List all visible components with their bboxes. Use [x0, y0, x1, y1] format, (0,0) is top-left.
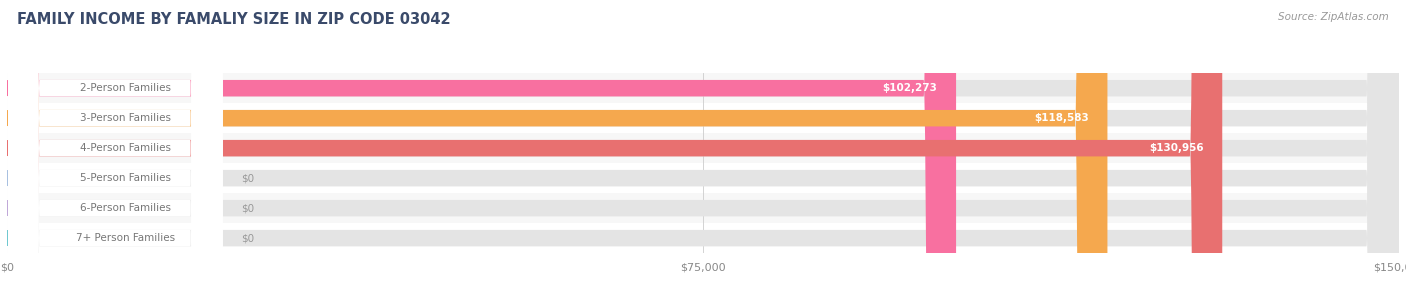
FancyBboxPatch shape — [7, 0, 222, 305]
Text: 7+ Person Families: 7+ Person Families — [76, 233, 176, 243]
Text: $0: $0 — [242, 173, 254, 183]
Bar — [7, 223, 1399, 253]
Bar — [7, 163, 1399, 193]
Text: 6-Person Families: 6-Person Families — [80, 203, 172, 213]
FancyBboxPatch shape — [7, 0, 222, 305]
Text: $130,956: $130,956 — [1149, 143, 1204, 153]
Text: $118,583: $118,583 — [1035, 113, 1088, 123]
Text: $0: $0 — [242, 203, 254, 213]
Text: $102,273: $102,273 — [883, 83, 938, 93]
FancyBboxPatch shape — [7, 0, 1399, 305]
Text: 3-Person Families: 3-Person Families — [80, 113, 172, 123]
Text: 4-Person Families: 4-Person Families — [80, 143, 172, 153]
Bar — [7, 193, 1399, 223]
FancyBboxPatch shape — [7, 0, 1222, 305]
Bar — [7, 133, 1399, 163]
FancyBboxPatch shape — [7, 0, 222, 305]
Text: 5-Person Families: 5-Person Families — [80, 173, 172, 183]
FancyBboxPatch shape — [7, 0, 222, 305]
FancyBboxPatch shape — [7, 0, 1399, 305]
FancyBboxPatch shape — [7, 0, 222, 305]
FancyBboxPatch shape — [7, 0, 1399, 305]
Bar — [7, 73, 1399, 103]
Text: FAMILY INCOME BY FAMALIY SIZE IN ZIP CODE 03042: FAMILY INCOME BY FAMALIY SIZE IN ZIP COD… — [17, 12, 450, 27]
FancyBboxPatch shape — [7, 0, 1399, 305]
FancyBboxPatch shape — [7, 0, 1108, 305]
Bar — [7, 103, 1399, 133]
Text: 2-Person Families: 2-Person Families — [80, 83, 172, 93]
FancyBboxPatch shape — [7, 0, 1399, 305]
FancyBboxPatch shape — [7, 0, 1399, 305]
FancyBboxPatch shape — [7, 0, 222, 305]
Text: Source: ZipAtlas.com: Source: ZipAtlas.com — [1278, 12, 1389, 22]
FancyBboxPatch shape — [7, 0, 956, 305]
Text: $0: $0 — [242, 233, 254, 243]
